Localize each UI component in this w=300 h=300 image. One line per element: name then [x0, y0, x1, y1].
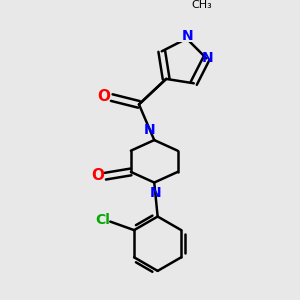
- Text: CH₃: CH₃: [192, 0, 212, 10]
- Text: O: O: [91, 168, 104, 183]
- Text: N: N: [202, 50, 213, 64]
- Text: Cl: Cl: [95, 213, 110, 227]
- Text: O: O: [98, 89, 111, 104]
- Text: N: N: [182, 29, 193, 43]
- Text: N: N: [144, 123, 156, 137]
- Text: N: N: [150, 186, 162, 200]
